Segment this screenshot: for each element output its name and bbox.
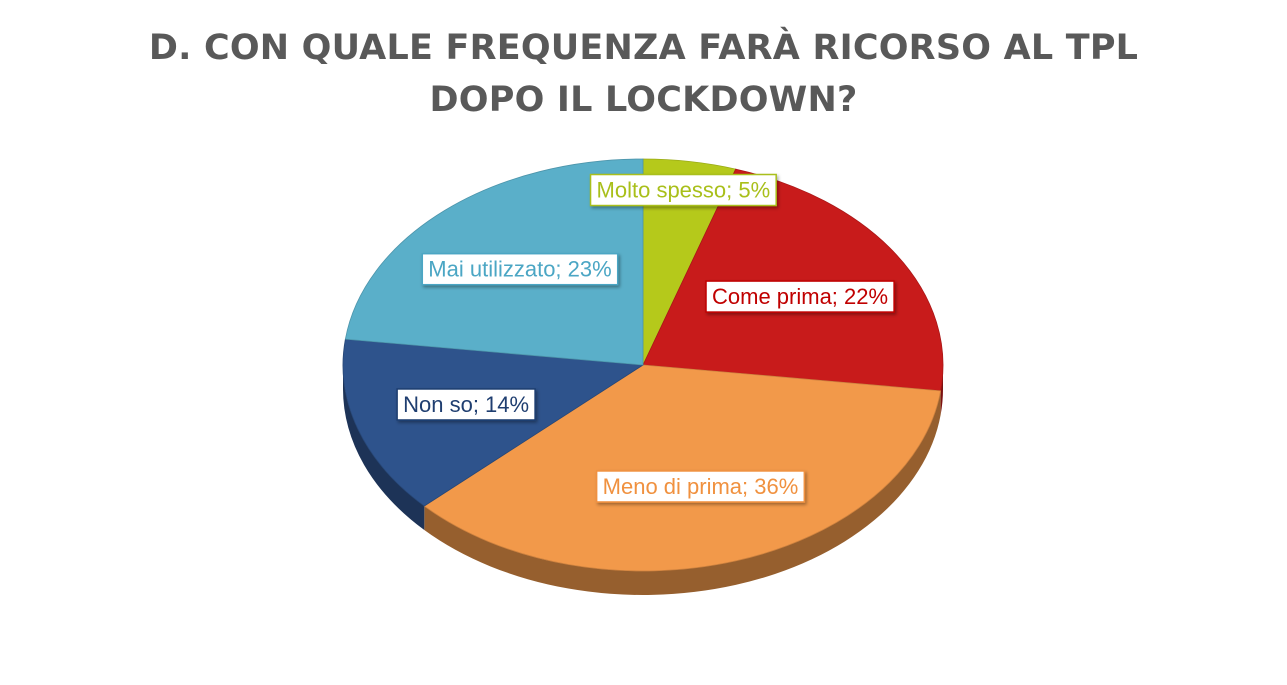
data-label-non-so: Non so; 14%	[396, 388, 536, 421]
slice-side-non-so	[343, 365, 425, 531]
data-label-molto-spesso: Molto spesso; 5%	[589, 173, 777, 207]
data-label-box	[589, 173, 777, 207]
chart-title: D. CON QUALE FREQUENZA FARÀ RICORSO AL T…	[0, 22, 1287, 126]
pie-labels: Molto spesso; 5% Come prima; 22% Meno di p…	[396, 173, 895, 503]
slice-meno-di-prima	[423, 364, 942, 572]
data-label-text: Non so; 14%	[403, 392, 529, 417]
chart-title-line-2: DOPO IL LOCKDOWN?	[429, 80, 858, 120]
data-label-text: Mai utilizzato; 23%	[428, 257, 611, 282]
pie-top	[342, 158, 944, 572]
slice-side-meno-di-prima	[424, 390, 941, 595]
data-label-box	[396, 388, 536, 421]
slice-come-prima	[642, 168, 944, 392]
data-label-meno-di-prima: Meno di prima; 36%	[595, 470, 806, 503]
chart-title-line-1: D. CON QUALE FREQUENZA FARÀ RICORSO AL T…	[148, 28, 1139, 68]
data-label-text: Molto spesso; 5%	[597, 178, 771, 203]
data-label-box	[421, 252, 619, 286]
data-label-mai-utilizzato: Mai utilizzato; 23%	[421, 252, 619, 286]
data-label-come-prima: Come prima; 22%	[705, 280, 895, 313]
slice-side-come-prima	[940, 365, 943, 415]
data-label-box	[595, 470, 806, 503]
data-label-text: Come prima; 22%	[712, 284, 888, 309]
pie-depth	[343, 365, 943, 595]
data-label-text: Meno di prima; 36%	[603, 474, 799, 499]
data-label-box	[705, 280, 895, 313]
slice-non-so	[342, 338, 645, 507]
